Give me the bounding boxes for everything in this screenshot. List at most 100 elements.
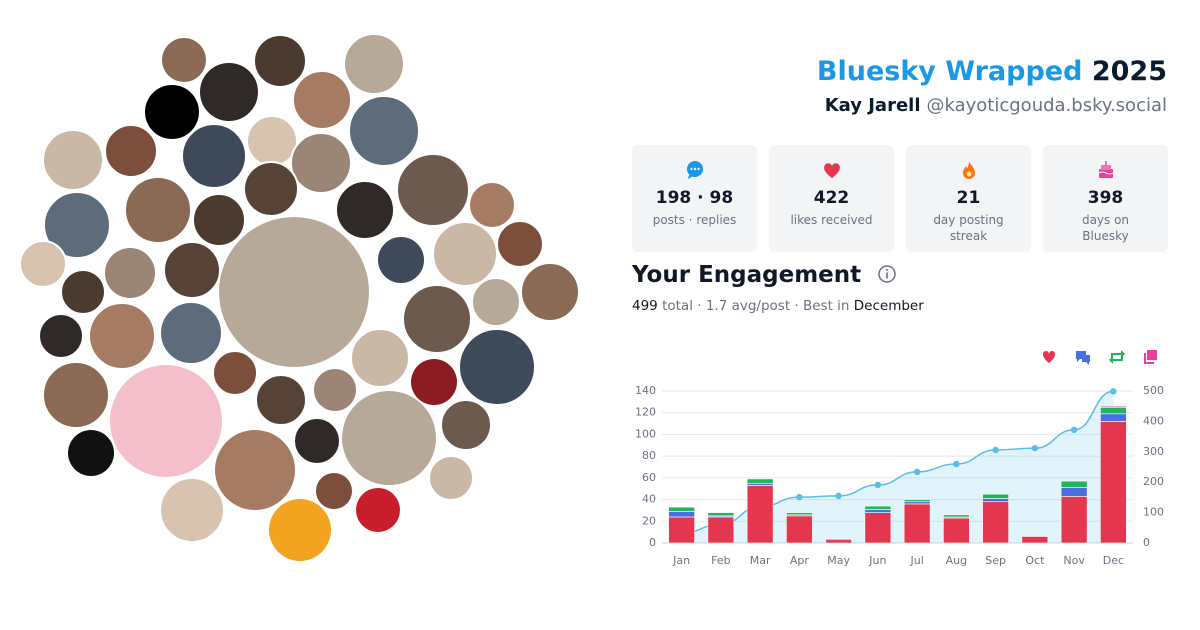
total: 499	[632, 298, 658, 314]
legend-item[interactable]	[1109, 350, 1125, 364]
bar-segment	[668, 506, 695, 512]
bar-segment	[746, 485, 774, 544]
avatar	[104, 124, 158, 178]
y2-tick-label: 300	[1143, 445, 1164, 458]
avatar	[402, 284, 472, 354]
avatar	[356, 488, 400, 532]
title-brand: Bluesky Wrapped	[816, 56, 1083, 87]
avatar	[88, 302, 156, 370]
x-tick-label: Sep	[985, 554, 1006, 567]
bar-segment	[707, 516, 735, 544]
y-tick-label: 140	[635, 384, 656, 397]
bar-segment	[943, 517, 970, 544]
y-tick-label: 60	[642, 471, 656, 484]
x-tick-label: May	[827, 554, 850, 567]
bar-segment	[1100, 405, 1127, 408]
avatar	[396, 153, 470, 227]
avatar	[350, 328, 410, 388]
y-tick-label: 20	[642, 514, 656, 527]
stat-label: likes received	[790, 213, 873, 227]
bar-segment	[864, 509, 892, 513]
icon	[823, 163, 840, 178]
stat-value: 198 · 98	[655, 188, 734, 208]
avatar	[496, 220, 544, 268]
avatar	[42, 361, 110, 429]
y-tick-label: 0	[649, 536, 656, 549]
bar-segment	[864, 512, 892, 544]
line-point	[1070, 426, 1078, 434]
handle: @kayoticgouda.bsky.social	[926, 95, 1168, 116]
avatar	[42, 129, 104, 191]
avatar	[60, 269, 106, 315]
line-point	[1031, 444, 1039, 452]
avatar	[192, 193, 246, 247]
avatar	[124, 176, 192, 244]
bar-segment	[707, 512, 735, 517]
avatar	[376, 235, 426, 285]
y2-tick-label: 100	[1143, 506, 1164, 519]
line-point	[796, 493, 803, 501]
bar-segment	[982, 493, 1009, 499]
legend-icon	[1076, 351, 1090, 365]
stat-card: 198 · 98 posts · replies	[632, 145, 757, 252]
x-tick-label: Oct	[1025, 554, 1045, 567]
avatar	[292, 70, 352, 130]
line-point	[835, 492, 842, 500]
y-tick-label: 80	[642, 449, 656, 462]
section-title-text: Your Engagement	[632, 262, 862, 288]
info-icon[interactable]	[877, 264, 897, 284]
title: Bluesky Wrapped 2025	[817, 56, 1167, 87]
avatar	[411, 359, 457, 405]
line-point	[953, 460, 960, 468]
x-tick-label: Mar	[750, 554, 771, 567]
bar-segment	[864, 505, 892, 510]
avatar	[290, 132, 352, 194]
stat-label: days on Bluesky	[1081, 213, 1130, 243]
avatar	[19, 240, 67, 288]
avatar	[253, 34, 307, 88]
line-point	[913, 468, 921, 476]
y2-tick-label: 400	[1143, 414, 1164, 427]
avatar	[181, 123, 247, 189]
bar-segment	[825, 538, 852, 541]
bar-segment	[982, 501, 1009, 544]
y2-tick-label: 0	[1143, 536, 1150, 549]
line-point	[992, 446, 999, 454]
bar-segment	[746, 478, 774, 484]
y-tick-label: 100	[635, 427, 656, 440]
icon	[686, 161, 703, 179]
stat-value: 21	[956, 188, 981, 208]
y-tick-label: 120	[635, 406, 656, 419]
bar-segment	[668, 516, 695, 544]
bar-segment	[1100, 421, 1127, 544]
stat-card: 398 days on Bluesky	[1043, 145, 1168, 252]
avatar	[246, 115, 298, 167]
title-year: 2025	[1091, 56, 1167, 87]
bar-segment	[903, 501, 931, 505]
stat-card: 422 likes received	[769, 145, 894, 252]
avatar-collage	[19, 33, 580, 562]
legend-item[interactable]	[1144, 350, 1157, 364]
avatar	[458, 328, 536, 406]
bar-segment	[668, 511, 695, 518]
line-point	[1110, 388, 1117, 395]
x-tick-label: Aug	[946, 554, 967, 567]
bar-segment	[982, 498, 1009, 503]
avatar	[159, 301, 223, 365]
bar-segment	[1021, 536, 1049, 544]
avatar	[255, 374, 307, 426]
line-point	[874, 481, 882, 489]
legend-item[interactable]	[1042, 351, 1056, 363]
avatar	[243, 161, 299, 217]
legend-item[interactable]	[1076, 351, 1090, 365]
avatar	[471, 277, 521, 327]
avatar	[110, 365, 222, 477]
y2-tick-label: 500	[1143, 384, 1164, 397]
section-title: Your Engagement	[632, 262, 897, 288]
bar-segment	[1060, 480, 1088, 488]
avatar	[335, 180, 395, 240]
y2-tick-label: 200	[1143, 475, 1164, 488]
bar-segment	[943, 514, 970, 518]
bar-segment	[1100, 413, 1127, 422]
